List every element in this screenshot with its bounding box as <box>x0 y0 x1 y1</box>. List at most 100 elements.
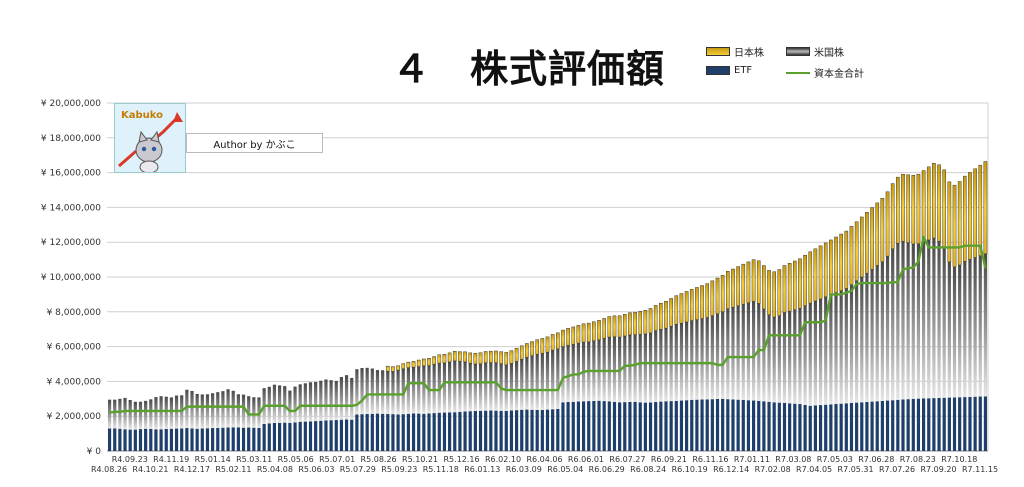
bar-us <box>741 304 745 400</box>
bar-japan <box>705 283 710 318</box>
x-tick-label-lower: R4.12.17 <box>174 465 210 474</box>
bar-japan <box>638 311 643 335</box>
bar-japan <box>762 265 766 310</box>
bar-etf <box>308 421 313 451</box>
bar-etf <box>664 401 668 451</box>
y-tick-label: ¥ 18,000,000 <box>41 134 101 144</box>
bar-japan <box>756 260 761 304</box>
bar-japan <box>669 298 673 327</box>
x-tick-label-upper: R7.03.08 <box>775 455 811 464</box>
bar-us <box>685 321 689 401</box>
bar-etf <box>257 427 261 451</box>
bar-us <box>159 396 163 430</box>
bar-japan <box>566 328 570 346</box>
bar-us <box>648 332 653 403</box>
bar-etf <box>133 429 137 451</box>
bar-etf <box>200 428 204 451</box>
x-tick-label-lower: R6.12.14 <box>713 465 749 474</box>
bar-japan <box>829 239 833 295</box>
bar-japan <box>689 289 694 321</box>
bar-us <box>813 301 818 406</box>
x-tick-label-upper: R7.05.03 <box>817 455 853 464</box>
bar-japan <box>885 191 890 257</box>
badge-text: Kabuko <box>121 110 164 121</box>
bar-etf <box>870 401 874 451</box>
bar-us <box>654 330 658 402</box>
y-tick-label: ¥ 8,000,000 <box>47 308 102 318</box>
bar-japan <box>916 173 921 244</box>
bar-japan <box>720 275 725 313</box>
bar-japan <box>932 163 936 239</box>
bar-us <box>551 350 555 410</box>
bar-us <box>916 243 921 399</box>
bar-japan <box>859 216 864 278</box>
bar-etf <box>906 399 910 451</box>
bar-japan <box>957 181 962 266</box>
bar-japan <box>586 322 591 343</box>
bar-us <box>731 307 735 400</box>
bar-etf <box>566 401 570 451</box>
bar-us <box>664 328 668 402</box>
bar-us <box>221 391 225 428</box>
bar-etf <box>381 413 385 451</box>
bar-us <box>308 382 313 422</box>
bar-us <box>370 368 374 414</box>
bar-etf <box>597 400 601 451</box>
bar-japan <box>839 233 843 291</box>
bar-etf <box>844 403 848 451</box>
legend-swatch-etf <box>706 66 730 75</box>
bar-us <box>453 360 457 413</box>
x-tick-label-upper: R7.10.18 <box>941 455 977 464</box>
bar-us <box>525 357 529 410</box>
bar-etf <box>834 404 838 451</box>
bar-us <box>638 334 642 403</box>
bar-etf <box>252 427 256 451</box>
bar-us <box>829 294 833 405</box>
bar-us <box>241 394 246 428</box>
bar-us <box>509 363 514 411</box>
bar-etf <box>715 398 720 451</box>
bar-us <box>133 401 137 430</box>
bar-us <box>468 363 472 412</box>
bar-us <box>396 370 400 415</box>
bar-japan <box>597 320 601 341</box>
bar-japan <box>633 311 637 335</box>
bar-japan <box>458 351 462 362</box>
bar-us <box>520 359 524 410</box>
bar-etf <box>463 411 467 451</box>
bar-etf <box>808 405 812 451</box>
bar-etf <box>958 397 962 451</box>
bar-etf <box>406 413 410 451</box>
bar-etf <box>277 422 282 451</box>
bar-etf <box>530 409 534 451</box>
bar-us <box>489 362 493 411</box>
x-tick-label-lower: R5.11.18 <box>423 465 459 474</box>
bar-etf <box>875 401 879 451</box>
bar-etf <box>303 421 307 451</box>
x-tick-label-upper: R6.04.06 <box>526 455 562 464</box>
bar-etf <box>633 401 637 451</box>
bar-etf <box>365 413 369 451</box>
bar-japan <box>530 341 534 357</box>
bar-us <box>777 315 781 403</box>
bar-etf <box>118 428 122 451</box>
bar-etf <box>551 409 555 451</box>
bar-japan <box>926 166 931 241</box>
bar-etf <box>777 402 781 451</box>
bar-etf <box>813 405 818 451</box>
bar-japan <box>401 363 406 370</box>
bar-japan <box>478 352 483 365</box>
bar-etf <box>319 420 323 451</box>
bar-us <box>334 380 338 421</box>
bar-etf <box>818 405 823 451</box>
bar-us <box>556 348 560 409</box>
bar-etf <box>432 413 436 451</box>
bar-us <box>118 398 122 429</box>
bar-etf <box>839 403 843 451</box>
bar-etf <box>880 400 884 451</box>
x-tick-label-upper: R7.08.23 <box>900 455 936 464</box>
bar-us <box>216 392 220 428</box>
x-tick-label-upper: R7.01.11 <box>734 455 770 464</box>
bar-japan <box>452 351 457 362</box>
bar-us <box>298 384 302 422</box>
